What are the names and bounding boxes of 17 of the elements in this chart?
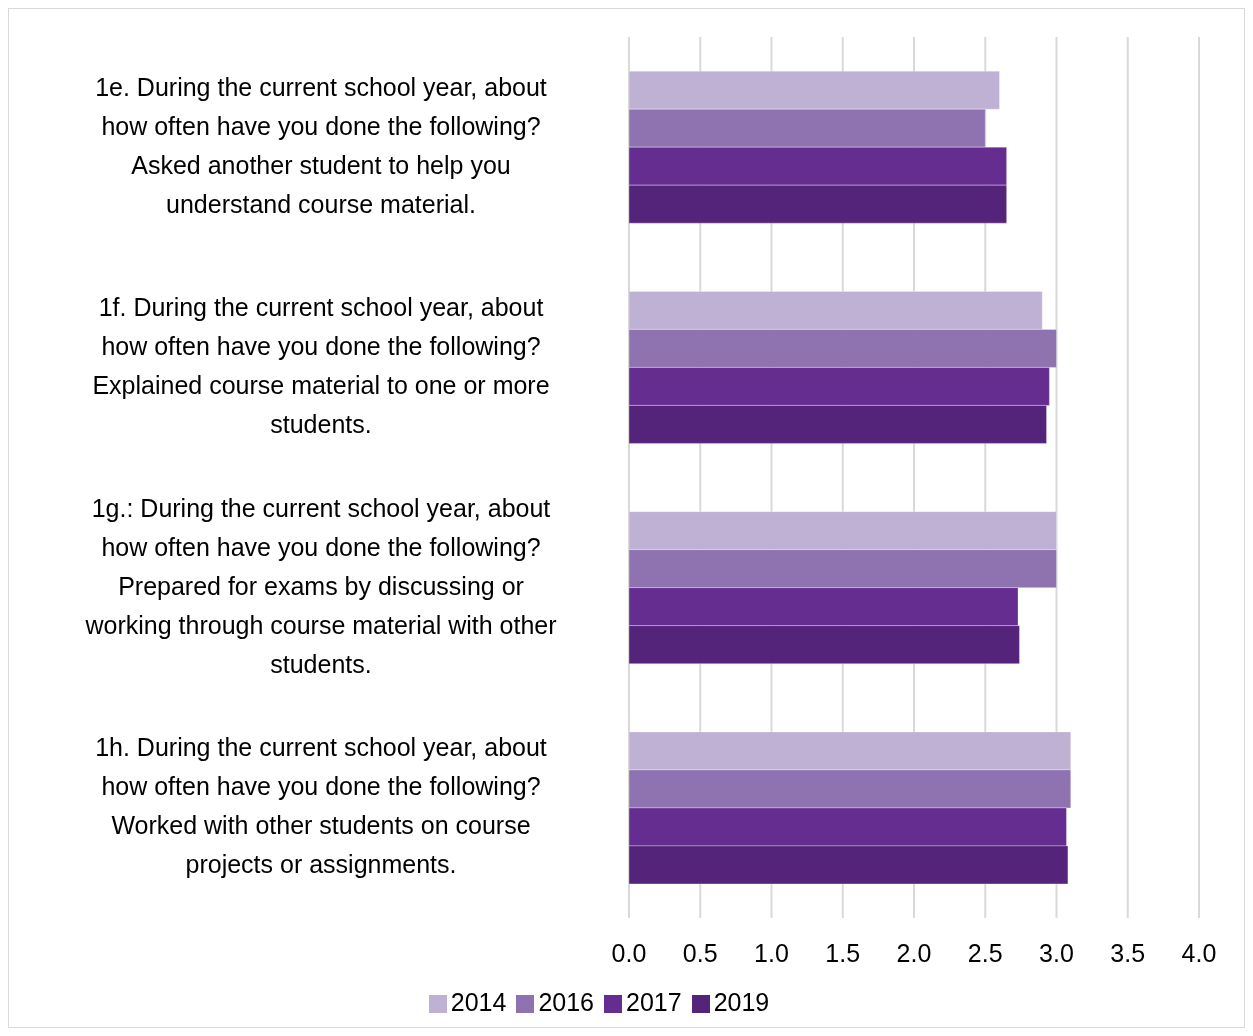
- y-tick-label: 1f. During the current school year, about how often have you done the following? Explained course material to one or more students.: [92, 292, 550, 438]
- legend-label: 2014: [450, 988, 507, 1016]
- legend-label: 2019: [713, 988, 770, 1016]
- x-tick-label: 0.5: [682, 938, 718, 967]
- x-tick-label: 1.0: [754, 938, 789, 967]
- x-tick-label: 1.5: [825, 938, 861, 967]
- y-tick-label: 1h. During the current school year, about how often have you done the following? Worked with other students on course projects or assignments.: [95, 732, 547, 878]
- legend-label: 2016: [538, 988, 594, 1016]
- x-tick-label: 4.0: [1181, 938, 1217, 967]
- y-tick-label: 1g.: During the current school year, about how often have you done the following? Prepared for exams by discussing or working through course material with other students.: [84, 493, 557, 678]
- legend-label: 2017: [626, 988, 682, 1016]
- x-tick-label: 2.0: [896, 938, 932, 967]
- x-tick-label: 2.5: [967, 938, 1003, 967]
- y-tick-label: 1e. During the current school year, about how often have you done the following? Asked another student to help you understand course material.: [95, 72, 547, 218]
- x-tick-label: 0.0: [611, 938, 647, 967]
- x-tick-label: 3.0: [1039, 938, 1074, 967]
- x-tick-label: 3.5: [1110, 938, 1146, 967]
